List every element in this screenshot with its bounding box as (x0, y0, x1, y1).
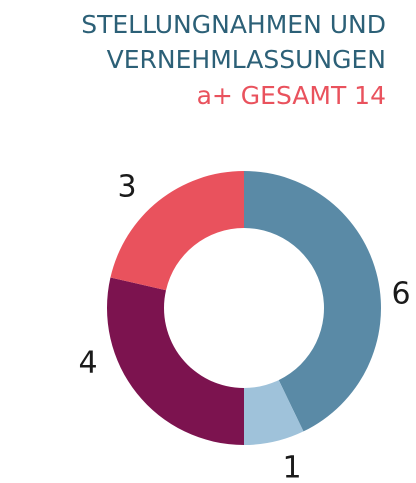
donut-segment (110, 171, 244, 291)
data-label: 1 (282, 451, 301, 483)
donut-segment (244, 171, 382, 432)
data-label: 3 (117, 170, 136, 205)
data-label: 6 (391, 277, 410, 312)
donut-segment (244, 380, 304, 445)
chart-subtitle: a+ GESAMT 14 (197, 81, 386, 110)
chart-title: STELLUNGNAHMEN UND (81, 10, 386, 39)
chart-title: VERNEHMLASSUNGEN (107, 45, 386, 74)
data-label: 4 (78, 346, 97, 381)
donut-segment (106, 277, 245, 445)
